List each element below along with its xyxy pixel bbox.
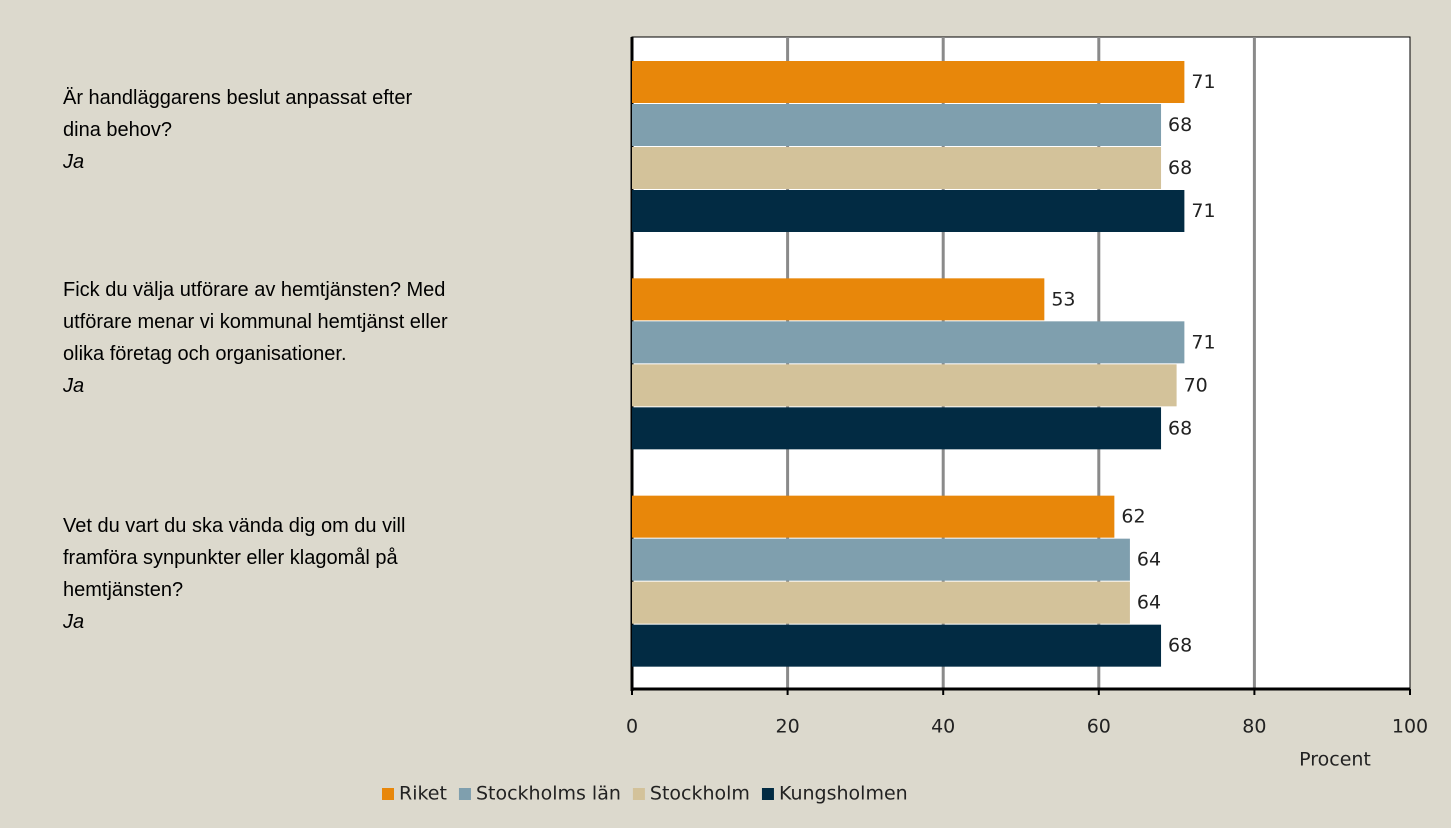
question-answer: Ja <box>63 151 85 173</box>
value-label: 68 <box>1168 114 1192 136</box>
bar <box>632 624 1162 667</box>
bar <box>632 538 1130 581</box>
legend: Riket Stockholms län Stockholm Kungsholmen <box>382 783 908 805</box>
question-answer: Ja <box>63 375 85 397</box>
question-label: Fick du välja utförare av hemtjänsten? M… <box>63 274 623 402</box>
value-label: 70 <box>1184 374 1208 396</box>
question-label: Är handläggarens beslut anpassat efter di… <box>63 82 623 178</box>
bar <box>632 104 1162 146</box>
bar <box>632 364 1177 407</box>
legend-label: Stockholms län <box>476 783 621 805</box>
question-answer: Ja <box>63 611 85 633</box>
legend-label: Riket <box>399 783 447 805</box>
x-tick-label: 60 <box>1087 716 1111 738</box>
question-line: hemtjänsten? <box>63 579 184 601</box>
x-tick-label: 40 <box>931 716 955 738</box>
value-label: 64 <box>1137 592 1161 614</box>
value-label: 71 <box>1191 200 1215 222</box>
bar <box>632 190 1185 232</box>
bar <box>632 278 1045 321</box>
bar <box>632 147 1162 189</box>
value-label: 71 <box>1191 331 1215 353</box>
legend-label: Kungsholmen <box>779 783 908 805</box>
x-tick-label: 20 <box>776 716 800 738</box>
value-label: 68 <box>1168 157 1192 179</box>
bar <box>632 61 1185 103</box>
legend-swatch <box>458 788 471 800</box>
question-line: dina behov? <box>63 119 172 141</box>
value-label: 64 <box>1137 549 1161 571</box>
x-tick-label: 0 <box>626 716 638 738</box>
value-label: 53 <box>1051 288 1075 310</box>
bar <box>632 495 1115 538</box>
legend-swatch <box>632 788 645 800</box>
value-label: 68 <box>1168 417 1192 439</box>
value-label: 71 <box>1191 71 1215 93</box>
bar <box>632 321 1185 364</box>
question-label: Vet du vart du ska vända dig om du vill f… <box>63 510 623 638</box>
question-line: framföra synpunkter eller klagomål på <box>63 547 398 569</box>
question-line: utförare menar vi kommunal hemtjänst ell… <box>63 311 448 333</box>
x-tick-label: 100 <box>1392 716 1428 738</box>
question-line: olika företag och organisationer. <box>63 343 347 365</box>
question-line: Är handläggarens beslut anpassat efter <box>63 87 413 109</box>
bar <box>632 581 1130 624</box>
legend-label: Stockholm <box>650 783 750 805</box>
x-tick-label: 80 <box>1242 716 1266 738</box>
legend-swatch <box>761 788 774 800</box>
value-label: 62 <box>1121 506 1145 528</box>
question-line: Fick du välja utförare av hemtjänsten? M… <box>63 279 446 301</box>
question-line: Vet du vart du ska vända dig om du vill <box>63 515 406 537</box>
x-axis-label: Procent <box>1299 749 1371 771</box>
bar <box>632 407 1162 450</box>
value-label: 68 <box>1168 635 1192 657</box>
legend-swatch <box>382 788 394 800</box>
